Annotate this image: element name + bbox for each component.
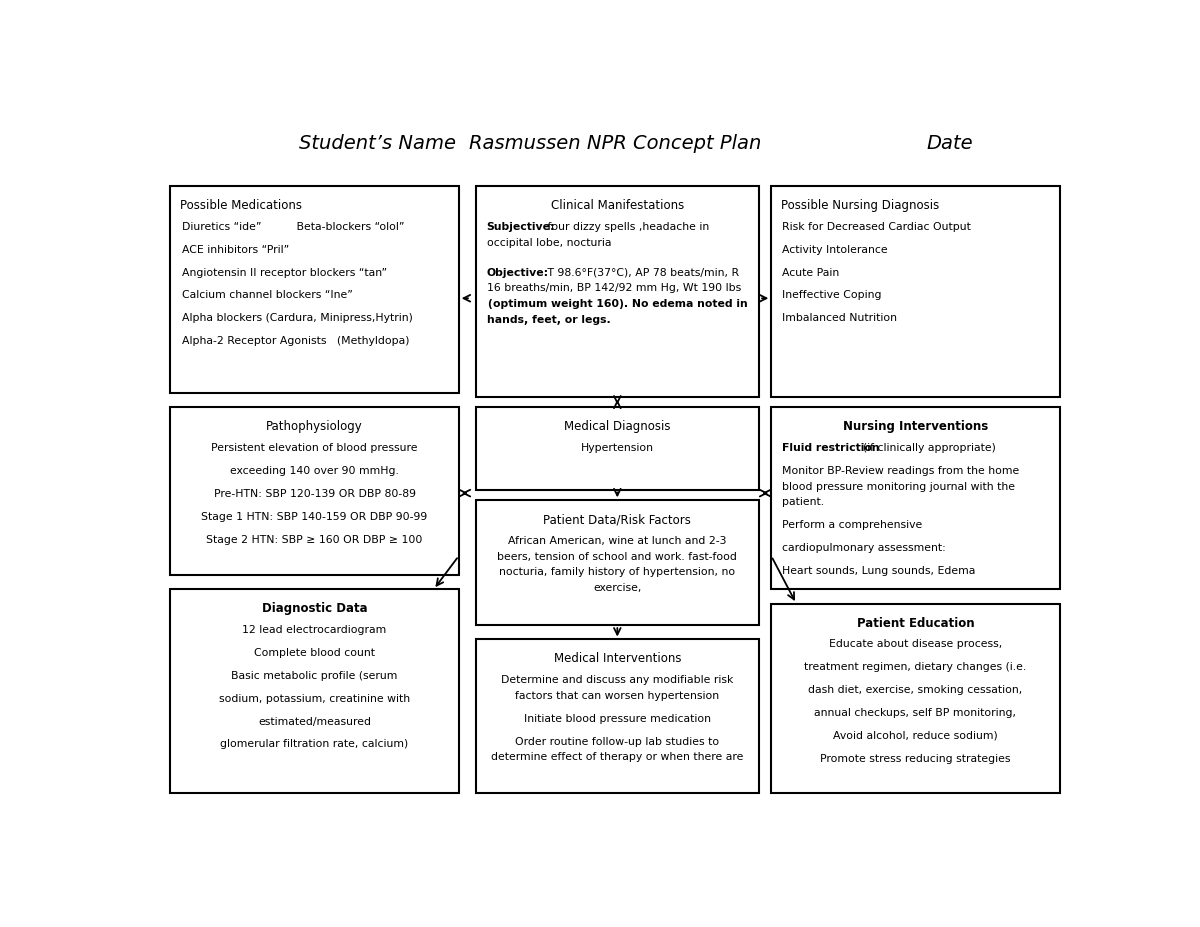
Text: Nursing Interventions: Nursing Interventions [842, 420, 988, 433]
Text: Complete blood count: Complete blood count [254, 648, 376, 658]
Text: Angiotensin II receptor blockers “tan”: Angiotensin II receptor blockers “tan” [181, 268, 386, 277]
Text: Possible Medications: Possible Medications [180, 199, 301, 212]
Text: Fluid restriction: Fluid restriction [782, 443, 883, 453]
Text: Acute Pain: Acute Pain [782, 268, 840, 277]
Text: exceeding 140 over 90 mmHg.: exceeding 140 over 90 mmHg. [230, 466, 400, 476]
Bar [475, 501, 760, 625]
Text: Rasmussen NPR Concept Plan: Rasmussen NPR Concept Plan [469, 133, 761, 153]
Text: occipital lobe, nocturia: occipital lobe, nocturia [487, 237, 611, 248]
Text: Avoid alcohol, reduce sodium): Avoid alcohol, reduce sodium) [833, 730, 997, 741]
Text: Pre-HTN: SBP 120-139 OR DBP 80-89: Pre-HTN: SBP 120-139 OR DBP 80-89 [214, 489, 415, 499]
Text: dash diet, exercise, smoking cessation,: dash diet, exercise, smoking cessation, [809, 685, 1022, 695]
Text: annual checkups, self BP monitoring,: annual checkups, self BP monitoring, [815, 708, 1016, 718]
Text: Promote stress reducing strategies: Promote stress reducing strategies [820, 754, 1010, 764]
Text: nocturia, family history of hypertension, no: nocturia, family history of hypertension… [499, 567, 736, 578]
Text: Student’s Name: Student’s Name [299, 133, 456, 153]
Text: T 98.6°F(37°C), AP 78 beats/min, R: T 98.6°F(37°C), AP 78 beats/min, R [545, 268, 739, 277]
Text: Stage 2 HTN: SBP ≥ 160 OR DBP ≥ 100: Stage 2 HTN: SBP ≥ 160 OR DBP ≥ 100 [206, 535, 422, 544]
Text: exercise,: exercise, [593, 583, 642, 593]
Bar [475, 186, 760, 397]
Text: Basic metabolic profile (serum: Basic metabolic profile (serum [232, 671, 397, 680]
Text: (: ( [487, 299, 492, 309]
Bar [772, 603, 1060, 793]
Text: cardiopulmonary assessment:: cardiopulmonary assessment: [782, 543, 946, 553]
Text: Diuretics “ide”          Beta-blockers “olol”: Diuretics “ide” Beta-blockers “olol” [181, 222, 404, 232]
Text: ACE inhibitors “Pril”: ACE inhibitors “Pril” [181, 245, 289, 255]
Text: Clinical Manifestations: Clinical Manifestations [551, 199, 684, 212]
Text: Persistent elevation of blood pressure: Persistent elevation of blood pressure [211, 443, 418, 453]
Text: 16 breaths/min, BP 142/92 mm Hg, Wt 190 lbs: 16 breaths/min, BP 142/92 mm Hg, Wt 190 … [487, 284, 740, 293]
Text: Calcium channel blockers “Ine”: Calcium channel blockers “Ine” [181, 290, 353, 300]
Text: Patient Data/Risk Factors: Patient Data/Risk Factors [544, 514, 691, 527]
Text: Risk for Decreased Cardiac Output: Risk for Decreased Cardiac Output [782, 222, 971, 232]
Text: Alpha-2 Receptor Agonists   (Methyldopa): Alpha-2 Receptor Agonists (Methyldopa) [181, 337, 409, 346]
Bar [772, 408, 1060, 590]
Text: treatment regimen, dietary changes (i.e.: treatment regimen, dietary changes (i.e. [804, 662, 1026, 672]
Text: factors that can worsen hypertension: factors that can worsen hypertension [515, 691, 719, 701]
Bar [170, 590, 458, 793]
Text: Pathophysiology: Pathophysiology [266, 420, 362, 433]
Bar [475, 408, 760, 489]
Text: Imbalanced Nutrition: Imbalanced Nutrition [782, 313, 898, 324]
Text: patient.: patient. [782, 498, 824, 507]
Text: Activity Intolerance: Activity Intolerance [782, 245, 888, 255]
Text: estimated/measured: estimated/measured [258, 717, 371, 727]
Text: optimum weight 160). No edema noted in: optimum weight 160). No edema noted in [493, 299, 748, 309]
Text: Order routine follow-up lab studies to: Order routine follow-up lab studies to [515, 737, 719, 746]
Text: beers, tension of school and work. fast-food: beers, tension of school and work. fast-… [497, 552, 737, 562]
Text: blood pressure monitoring journal with the: blood pressure monitoring journal with t… [782, 482, 1015, 491]
Text: determine effect of therapy or when there are: determine effect of therapy or when ther… [491, 752, 744, 762]
Bar [475, 640, 760, 793]
Bar [170, 408, 458, 575]
Text: Determine and discuss any modifiable risk: Determine and discuss any modifiable ris… [502, 675, 733, 685]
Text: African American, wine at lunch and 2-3: African American, wine at lunch and 2-3 [508, 536, 726, 546]
Text: Date: Date [926, 133, 973, 153]
Text: Initiate blood pressure medication: Initiate blood pressure medication [524, 714, 710, 724]
Bar [772, 186, 1060, 397]
Text: Perform a comprehensive: Perform a comprehensive [782, 520, 923, 530]
Text: Objective:: Objective: [487, 268, 548, 277]
Text: Medical Interventions: Medical Interventions [553, 653, 682, 666]
Text: Heart sounds, Lung sounds, Edema: Heart sounds, Lung sounds, Edema [782, 565, 976, 576]
Text: Alpha blockers (Cardura, Minipress,Hytrin): Alpha blockers (Cardura, Minipress,Hytri… [181, 313, 413, 324]
Text: glomerular filtration rate, calcium): glomerular filtration rate, calcium) [221, 740, 409, 749]
Text: Monitor BP-Review readings from the home: Monitor BP-Review readings from the home [782, 466, 1020, 476]
Text: hands, feet, or legs.: hands, feet, or legs. [487, 314, 611, 324]
Text: four dizzy spells ,headache in: four dizzy spells ,headache in [545, 222, 709, 232]
Text: Hypertension: Hypertension [581, 443, 654, 453]
Text: 12 lead electrocardiogram: 12 lead electrocardiogram [242, 625, 386, 635]
Text: sodium, potassium, creatinine with: sodium, potassium, creatinine with [220, 693, 410, 704]
Bar [170, 186, 458, 393]
Text: Stage 1 HTN: SBP 140-159 OR DBP 90-99: Stage 1 HTN: SBP 140-159 OR DBP 90-99 [202, 512, 427, 522]
Text: (if clinically appropriate): (if clinically appropriate) [863, 443, 996, 453]
Text: Diagnostic Data: Diagnostic Data [262, 603, 367, 616]
Text: Possible Nursing Diagnosis: Possible Nursing Diagnosis [780, 199, 938, 212]
Text: Medical Diagnosis: Medical Diagnosis [564, 420, 671, 433]
Text: Ineffective Coping: Ineffective Coping [782, 290, 882, 300]
Text: Educate about disease process,: Educate about disease process, [829, 640, 1002, 650]
Text: Subjective:: Subjective: [487, 222, 556, 232]
Text: Patient Education: Patient Education [857, 616, 974, 629]
